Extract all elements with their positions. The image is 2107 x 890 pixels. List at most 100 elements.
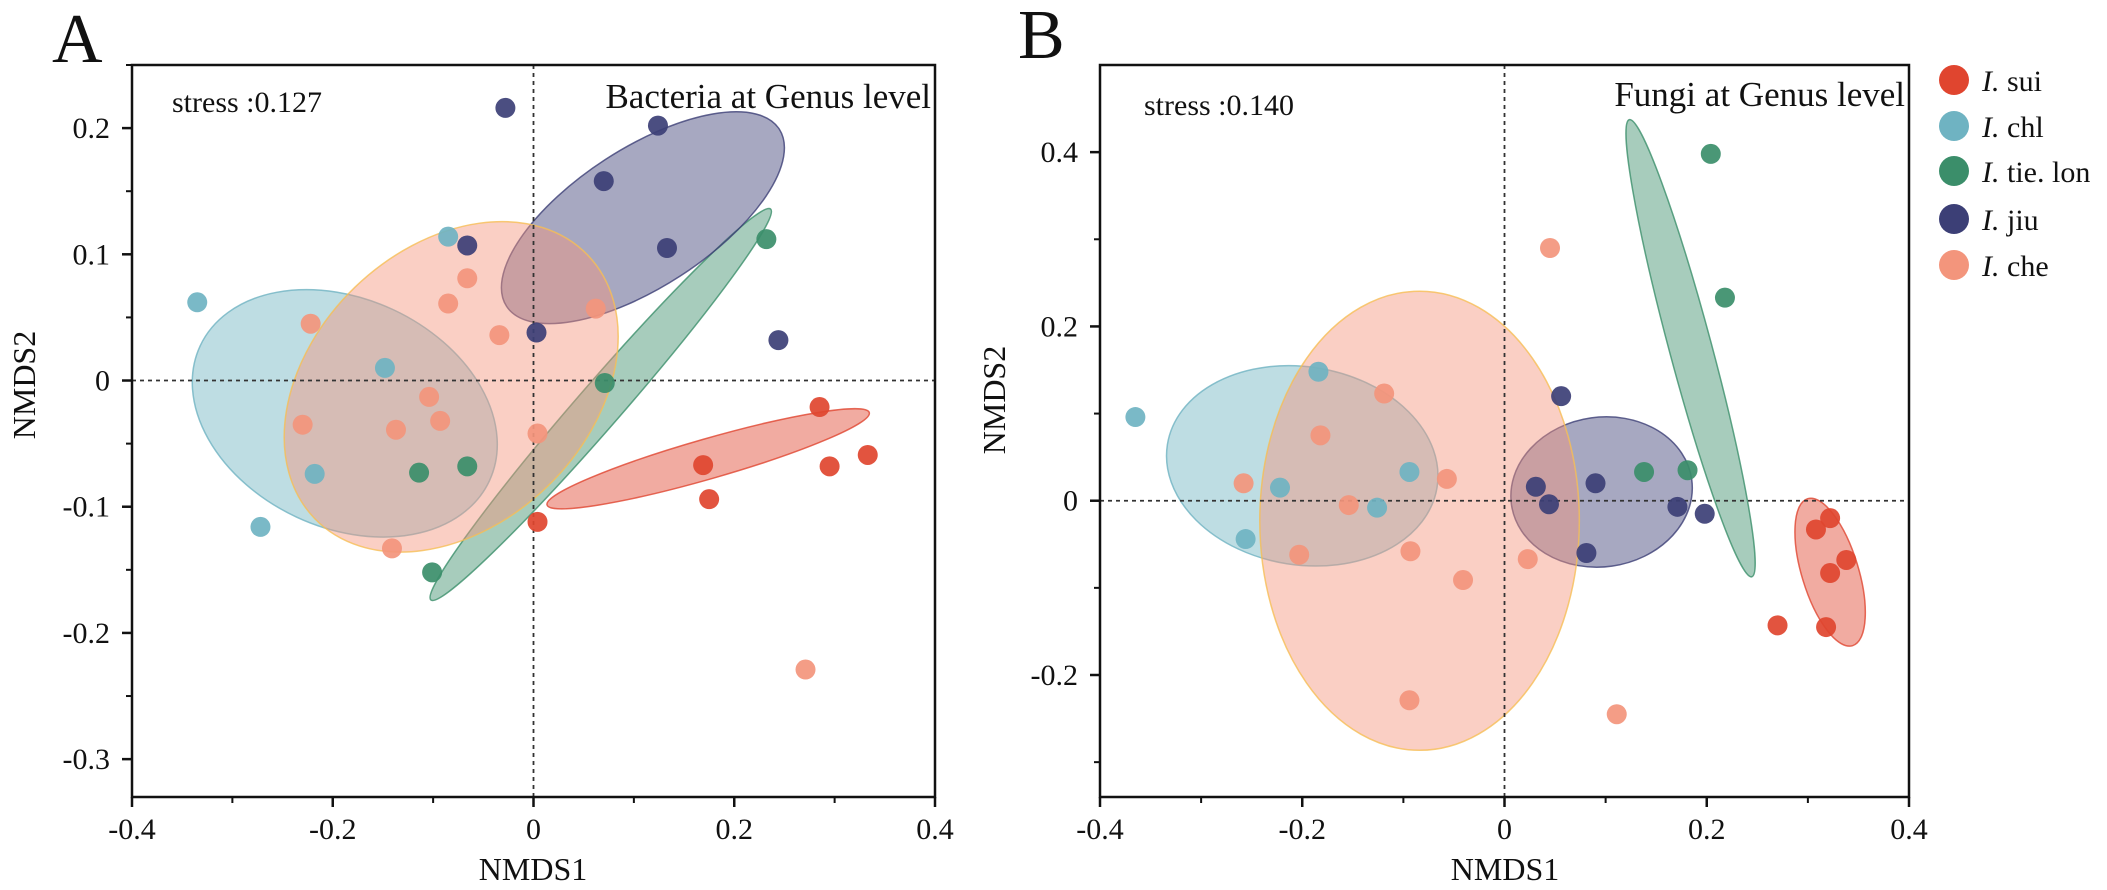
legend-label-sui: sui — [2000, 65, 2043, 98]
panela-point-che-3 — [489, 325, 510, 346]
panela-point-sui-3 — [693, 455, 714, 476]
panelb-ytick-label-2: 0.2 — [1041, 310, 1079, 343]
panela-ytick-label-0: -0.3 — [63, 743, 111, 776]
panelb-xtick-label-2: 0 — [1497, 813, 1512, 846]
legend-swatch-jiu — [1939, 204, 1969, 234]
panelb-point-chl-0 — [1125, 407, 1146, 428]
panel-a-chart: A -0.4 -0.2 0 0.2 0.4 -0.3 -0.2 -0.1 0 0.1 0.2 str… — [6, 1, 954, 887]
panelb-point-che-2 — [1310, 425, 1331, 446]
panela-ellipse-che — [283, 220, 619, 553]
panela-ytick-label-1: -0.2 — [63, 617, 111, 650]
panelb-point-che-8 — [1517, 549, 1538, 570]
panelb-point-chl-3 — [1399, 461, 1420, 482]
panela-point-chl-3 — [374, 357, 395, 378]
legend-prefix-chl: I. — [1981, 111, 2000, 144]
panela-point-che-6 — [385, 419, 406, 440]
panela-point-jiu-5 — [526, 322, 547, 343]
panela-point-che-8 — [292, 414, 313, 435]
panelb-xtick-label-0: -0.4 — [1076, 813, 1124, 846]
panelb-point-che-3 — [1233, 473, 1254, 494]
panelb-ellipse-tie — [1625, 118, 1756, 578]
panel-b-zero-lines — [1100, 65, 1909, 797]
panela-point-sui-1 — [857, 444, 878, 465]
panelb-ytick-label-3: 0.4 — [1041, 136, 1079, 169]
panela-xtick-label-4: 0.4 — [916, 813, 954, 846]
panelb-point-sui-0 — [1820, 508, 1841, 529]
panelb-point-tie-2 — [1677, 460, 1698, 481]
panela-point-che-7 — [430, 410, 451, 431]
panel-b-chart: B -0.4 -0.2 0 0.2 0.4 -0.2 0 0.2 0.4 stress :0.1… — [976, 0, 1928, 887]
panelb-point-tie-3 — [1634, 461, 1655, 482]
panelb-point-sui-3 — [1820, 563, 1841, 584]
panelb-ellipse-che — [1259, 290, 1581, 752]
panela-point-tie-3 — [409, 462, 430, 483]
panelb-point-jiu-4 — [1667, 496, 1688, 517]
panelb-point-sui-5 — [1816, 617, 1837, 638]
panela-point-jiu-2 — [593, 171, 614, 192]
panela-point-sui-5 — [527, 511, 548, 532]
legend-prefix-che: I. — [1981, 250, 2000, 283]
svg-text:I. che: I. che — [1981, 250, 2049, 283]
panel-a-title: Bacteria at Genus level — [605, 77, 931, 116]
panelb-point-chl-4 — [1367, 497, 1388, 518]
panela-point-chl-1 — [250, 516, 271, 537]
legend-swatch-che — [1939, 250, 1969, 280]
panel-b-ticks: -0.4 -0.2 0 0.2 0.4 -0.2 0 0.2 0.4 — [1031, 136, 1928, 846]
legend-swatch-sui — [1939, 65, 1969, 95]
panela-point-che-9 — [527, 423, 548, 444]
panela-ytick-label-3: 0 — [95, 365, 110, 398]
panel-a-points — [187, 97, 878, 680]
panela-ellipse-tie — [429, 207, 773, 602]
panela-point-jiu-0 — [495, 97, 516, 118]
panelb-point-jiu-2 — [1525, 476, 1546, 497]
panel-a-xlabel: NMDS1 — [479, 851, 587, 887]
panelb-point-chl-5 — [1308, 361, 1329, 382]
panel-b-title: Fungi at Genus level — [1614, 75, 1905, 114]
panelb-ytick-label-0: -0.2 — [1031, 659, 1079, 692]
panela-ytick-label-2: -0.1 — [63, 491, 111, 524]
panelb-point-che-1 — [1374, 383, 1395, 404]
panelb-point-jiu-5 — [1694, 503, 1715, 524]
panela-point-che-10 — [381, 538, 402, 559]
panelb-point-che-6 — [1400, 541, 1421, 562]
panela-xtick-label-1: -0.2 — [309, 813, 357, 846]
svg-text:I. chl: I. chl — [1981, 111, 2044, 144]
legend-label-chl: chl — [2000, 111, 2044, 144]
panela-point-che-4 — [585, 298, 606, 319]
panelb-point-jiu-1 — [1585, 473, 1606, 494]
panelb-xtick-label-1: -0.2 — [1279, 813, 1327, 846]
legend: I. sui I. chl I. tie. lon I. jiu I. che — [1939, 65, 2090, 283]
panelb-point-che-9 — [1453, 570, 1474, 591]
legend-item-tie-lon[interactable]: I. tie. lon — [1939, 156, 2090, 189]
legend-item-sui[interactable]: I. sui — [1939, 65, 2042, 98]
panela-point-che-11 — [795, 659, 816, 680]
panel-b-letter: B — [1018, 0, 1065, 74]
panelb-point-tie-1 — [1714, 287, 1735, 308]
panelb-point-jiu-3 — [1538, 494, 1559, 515]
panelb-point-sui-4 — [1767, 615, 1788, 636]
legend-item-jiu[interactable]: I. jiu — [1939, 204, 2039, 237]
panel-b-xlabel: NMDS1 — [1451, 851, 1559, 887]
panel-a-stress: stress :0.127 — [172, 86, 322, 119]
svg-text:I. sui: I. sui — [1981, 65, 2042, 98]
legend-item-chl[interactable]: I. chl — [1939, 111, 2044, 144]
panel-a-ticks: -0.4 -0.2 0 0.2 0.4 -0.3 -0.2 -0.1 0 0.1 0.2 — [63, 64, 954, 846]
panela-point-jiu-1 — [647, 115, 668, 136]
panela-ytick-label-4: 0.1 — [73, 238, 111, 271]
panel-a-ylabel: NMDS2 — [6, 331, 42, 439]
panela-point-che-2 — [438, 293, 459, 314]
panela-point-tie-1 — [594, 373, 615, 394]
panelb-point-tie-0 — [1700, 143, 1721, 164]
svg-text:I. jiu: I. jiu — [1981, 204, 2039, 237]
legend-label-jiu: jiu — [2000, 204, 2039, 237]
panela-point-jiu-4 — [457, 235, 478, 256]
legend-item-che[interactable]: I. che — [1939, 250, 2049, 283]
panelb-xtick-label-3: 0.2 — [1688, 813, 1726, 846]
panela-point-jiu-3 — [656, 238, 677, 258]
panelb-point-che-0 — [1540, 238, 1561, 258]
panel-b-points — [1125, 143, 1857, 725]
panelb-ellipse-jiu — [1510, 416, 1694, 568]
panelb-point-jiu-6 — [1576, 543, 1597, 563]
panelb-point-che-7 — [1289, 544, 1310, 565]
panela-point-che-5 — [419, 386, 440, 407]
